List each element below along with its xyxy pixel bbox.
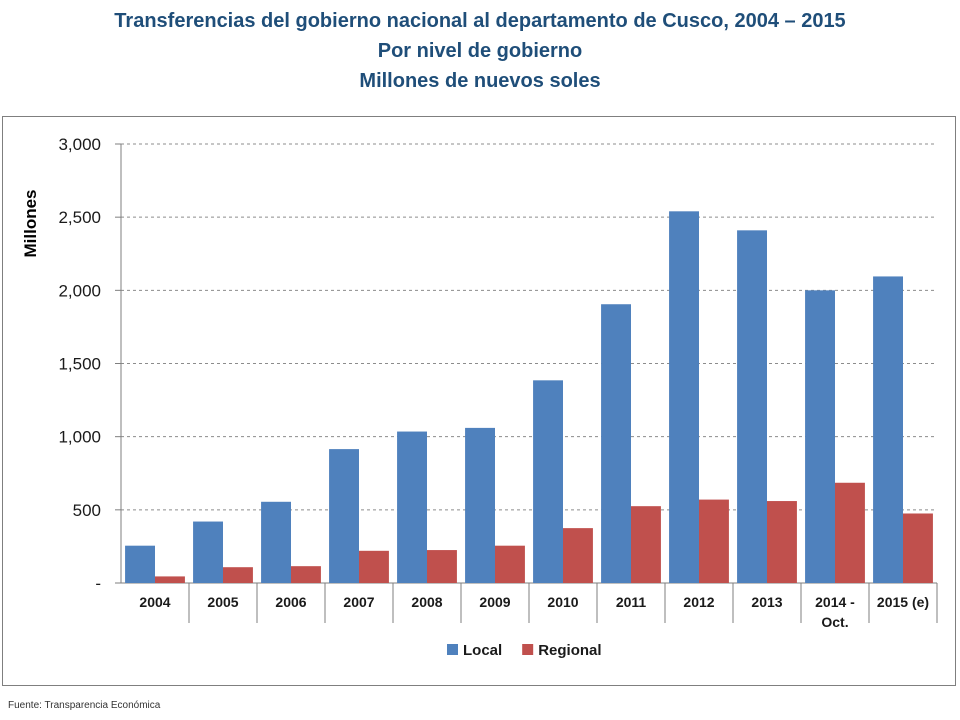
bar-regional-2008 [427, 550, 457, 583]
chart-units-subtitle: Millones de nuevos soles [359, 70, 601, 92]
bar-local-2010 [533, 380, 563, 583]
x-tick-label: 2009 [479, 594, 510, 610]
bar-local-2008 [397, 431, 427, 583]
bar-chart: - 500 1,000 1,500 2,000 2,500 3,000 Millones 200… [21, 135, 938, 659]
x-tick-label: 2007 [343, 594, 374, 610]
y-tick-label: 3,000 [58, 135, 101, 154]
chart-title: Transferencias del gobierno nacional al … [114, 10, 846, 32]
bar-regional-2006 [291, 566, 321, 583]
bar-local-2006 [261, 501, 291, 583]
y-tick-label: 2,000 [58, 281, 101, 300]
bar-regional-2009 [495, 545, 525, 583]
x-tick-label: 2011 [616, 594, 647, 610]
y-tick-label: - [95, 574, 101, 593]
x-tick-label: 2008 [411, 594, 442, 610]
bar-local-2013 [737, 230, 767, 583]
bar-local-2005 [193, 521, 223, 583]
bar-local-2015-e [873, 276, 903, 583]
bar-local-2012 [669, 211, 699, 583]
bar-local-2009 [465, 427, 495, 583]
source-note: Fuente: Transparencia Económica [8, 700, 161, 711]
x-tick-label: 2014 - [815, 594, 855, 610]
bar-regional-2011 [631, 506, 661, 583]
bar-regional-2015-e [903, 513, 933, 583]
bar-regional-2004 [155, 576, 185, 583]
bar-regional-2013 [767, 501, 797, 583]
y-tick-label: 500 [73, 501, 101, 520]
bar-regional-2007 [359, 550, 389, 583]
legend-label-regional: Regional [538, 642, 601, 659]
bar-local-2004 [125, 545, 155, 583]
x-tick-label: Oct. [821, 614, 848, 630]
legend-label-local: Local [463, 642, 502, 659]
bar-local-2014-Oct [805, 290, 835, 583]
y-axis-title: Millones [21, 189, 40, 257]
bar-local-2007 [329, 449, 359, 583]
chart-subtitle: Por nivel de gobierno [377, 40, 583, 62]
y-tick-label: 1,000 [58, 428, 101, 447]
x-tick-label: 2015 (e) [877, 594, 929, 610]
x-tick-label: 2012 [683, 594, 714, 610]
bar-regional-2014-Oct [835, 482, 865, 583]
x-tick-label: 2013 [751, 594, 782, 610]
bar-regional-2005 [223, 567, 253, 583]
x-tick-label: 2005 [207, 594, 238, 610]
legend-swatch-regional [522, 644, 534, 655]
bar-local-2011 [601, 304, 631, 583]
bar-regional-2012 [699, 499, 729, 583]
chart-title-block: Transferencias del gobierno nacional al … [0, 6, 960, 96]
bar-regional-2010 [563, 528, 593, 583]
y-tick-label: 2,500 [58, 208, 101, 227]
chart-frame: - 500 1,000 1,500 2,000 2,500 3,000 Millones 200… [2, 116, 956, 686]
x-tick-label: 2006 [275, 594, 306, 610]
x-tick-label: 2010 [547, 594, 578, 610]
x-tick-label: 2004 [139, 594, 170, 610]
y-tick-label: 1,500 [58, 355, 101, 374]
legend-swatch-local [447, 644, 458, 655]
